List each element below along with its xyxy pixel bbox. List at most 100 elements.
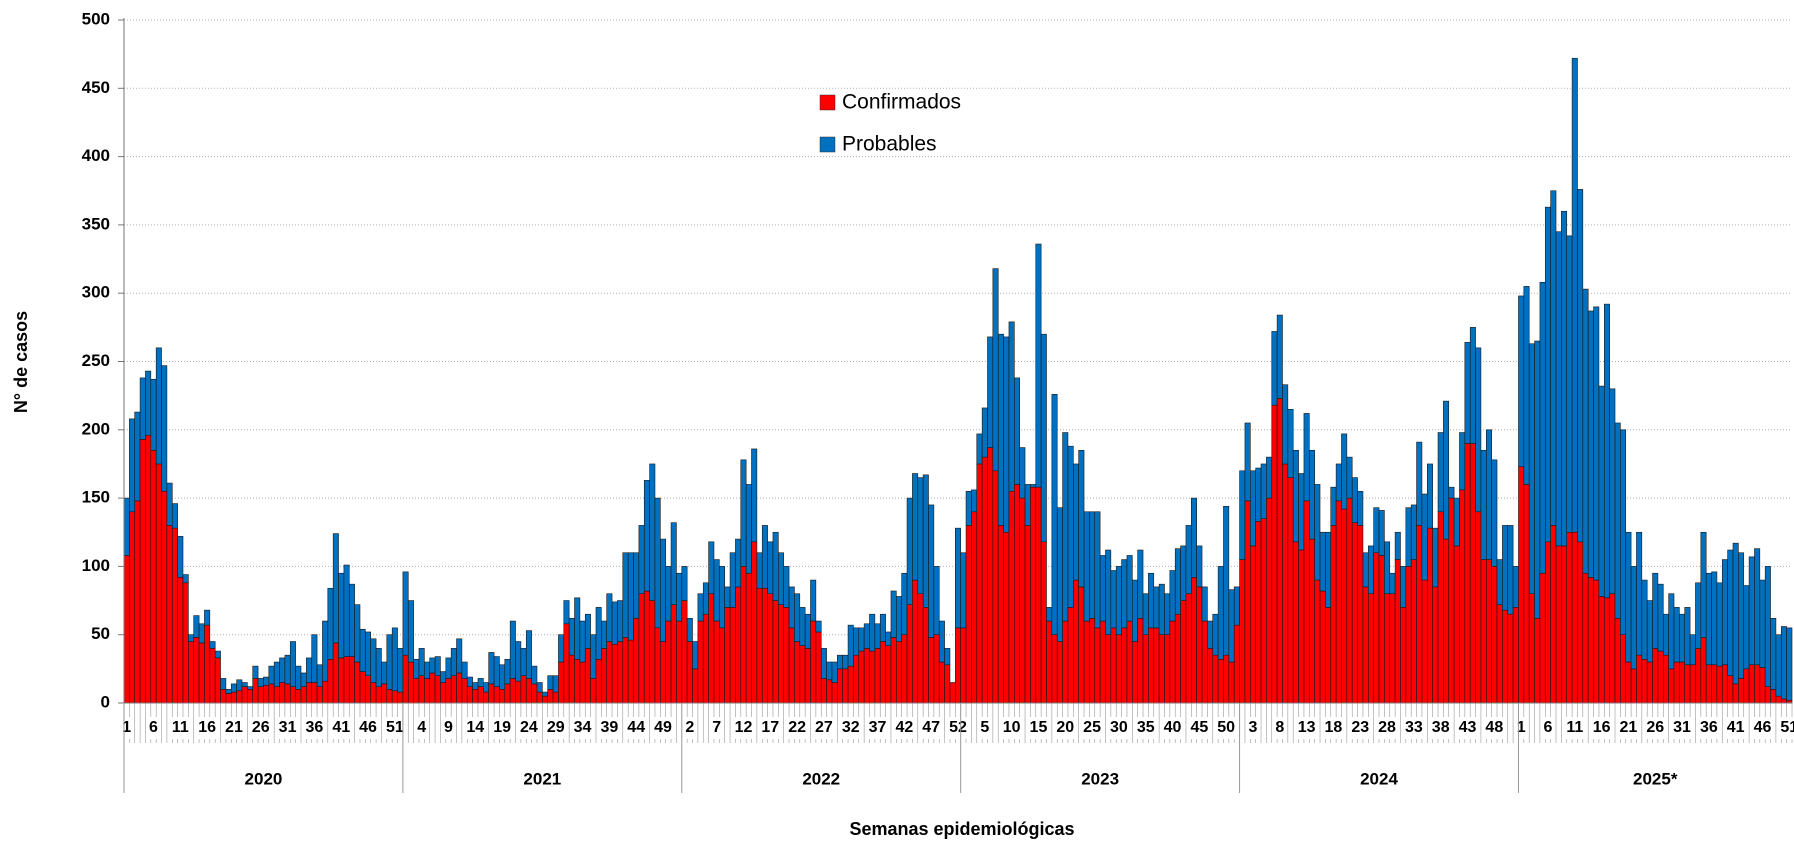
group-label: 2022 xyxy=(802,769,840,788)
bar-segment xyxy=(1271,331,1278,406)
bar-segment xyxy=(665,620,672,704)
bar-segment xyxy=(1448,497,1455,704)
bar-segment xyxy=(1330,486,1337,526)
bar-segment xyxy=(1743,585,1750,670)
bar-segment xyxy=(665,566,672,622)
bar-segment xyxy=(1711,571,1718,666)
bar-segment xyxy=(1448,486,1455,499)
x-tick-label-bg xyxy=(1323,717,1344,739)
bar-segment xyxy=(917,477,924,595)
x-tick-label: 37 xyxy=(869,719,887,736)
bar-segment xyxy=(901,572,908,635)
bar-segment xyxy=(590,634,597,679)
bar-segment xyxy=(1443,538,1450,704)
bar-segment xyxy=(681,566,688,601)
bar-segment xyxy=(1684,607,1691,666)
x-tick-label: 6 xyxy=(1544,719,1553,736)
bar-segment xyxy=(1384,593,1391,704)
bar-segment xyxy=(1700,531,1707,638)
bar-segment xyxy=(338,657,345,704)
bar-segment xyxy=(531,665,538,685)
x-tick-label-bg xyxy=(572,717,593,739)
bar-segment xyxy=(1271,404,1278,704)
bar-segment xyxy=(1507,525,1514,615)
bar-segment xyxy=(177,577,184,704)
bar-segment xyxy=(1512,566,1519,608)
bar-segment xyxy=(375,686,382,704)
bar-segment xyxy=(617,600,624,642)
bar-segment xyxy=(938,661,945,704)
bar-segment xyxy=(1223,654,1230,704)
bar-segment xyxy=(1051,393,1058,635)
bar-segment xyxy=(794,593,801,642)
bar-segment xyxy=(853,627,860,656)
bar-segment xyxy=(1367,545,1374,595)
bar-segment xyxy=(1555,231,1562,547)
bar-segment xyxy=(1652,572,1659,649)
bar-segment xyxy=(960,627,967,704)
x-tick-label: 31 xyxy=(279,719,297,736)
bar-segment xyxy=(466,686,473,704)
bar-segment xyxy=(1180,600,1187,704)
bar-segment xyxy=(660,538,666,642)
bar-segment xyxy=(365,675,372,704)
bar-segment xyxy=(343,564,350,657)
x-tick-label-bg xyxy=(894,717,915,739)
bar-segment xyxy=(1534,340,1541,619)
bar-segment xyxy=(622,552,629,638)
bar-segment xyxy=(171,503,178,529)
x-tick-label: 1 xyxy=(122,719,131,736)
bar-segment xyxy=(509,620,516,679)
bar-segment xyxy=(601,620,608,649)
bar-segment xyxy=(928,504,935,638)
bar-segment xyxy=(225,693,232,704)
bar-segment xyxy=(606,641,613,704)
x-tick-label-bg xyxy=(626,717,647,739)
bar-segment xyxy=(574,597,581,660)
bar-segment xyxy=(1217,566,1224,660)
bar-segment xyxy=(574,658,581,704)
bar-segment xyxy=(188,641,195,704)
bar-segment xyxy=(220,689,227,704)
x-tick-label-bg xyxy=(465,717,486,739)
bar-segment xyxy=(879,641,886,704)
bar-segment xyxy=(906,604,913,704)
bar-segment xyxy=(1260,463,1267,519)
bar-segment xyxy=(1421,579,1428,704)
bar-segment xyxy=(1459,489,1466,704)
bar-segment xyxy=(1132,641,1138,704)
bar-segment xyxy=(1485,429,1492,560)
bar-segment xyxy=(1732,683,1739,704)
x-tick-label-bg xyxy=(1591,717,1612,739)
bar-segment xyxy=(627,552,634,641)
bar-segment xyxy=(1089,618,1096,704)
x-tick-label: 46 xyxy=(1754,719,1772,736)
x-tick-label-bg xyxy=(1028,717,1049,739)
y-tick-label: 0 xyxy=(101,692,110,711)
x-tick-label-bg xyxy=(1430,717,1451,739)
bar-segment xyxy=(1378,510,1385,556)
bar-segment xyxy=(1475,347,1482,513)
x-tick-label: 48 xyxy=(1485,719,1503,736)
bar-segment xyxy=(1201,586,1208,622)
bar-segment xyxy=(450,675,457,704)
x-tick-label: 44 xyxy=(627,719,645,736)
x-tick-label-bg xyxy=(1542,717,1554,739)
bar-segment xyxy=(842,654,849,670)
bar-segment xyxy=(1400,566,1407,608)
bar-segment xyxy=(552,691,559,704)
bar-segment xyxy=(719,627,725,704)
x-tick-label: 41 xyxy=(1727,719,1745,736)
bar-segment xyxy=(1373,552,1380,704)
x-tick-label: 17 xyxy=(761,719,779,736)
bar-segment xyxy=(1561,210,1568,547)
x-tick-label: 43 xyxy=(1459,719,1477,736)
bar-segment xyxy=(1780,698,1787,704)
bar-segment xyxy=(391,627,398,692)
x-tick-label-bg xyxy=(384,717,405,739)
x-tick-label: 15 xyxy=(1030,719,1048,736)
bar-segment xyxy=(702,613,709,704)
bar-segment xyxy=(1062,432,1069,622)
bar-segment xyxy=(804,648,811,704)
bar-segment xyxy=(1593,306,1600,581)
